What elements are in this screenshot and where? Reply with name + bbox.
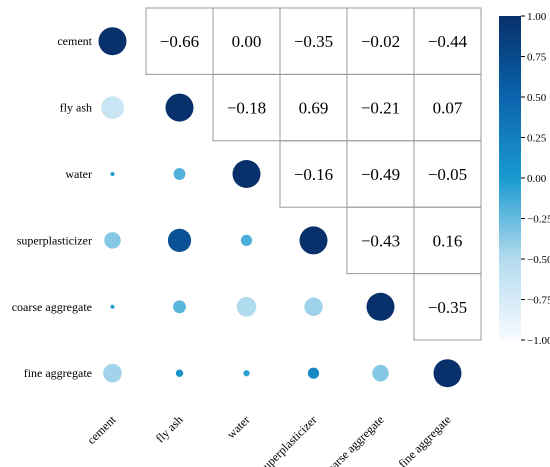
- correlation-circle: [175, 369, 184, 377]
- col-label-fly-ash: fly ash: [153, 413, 186, 446]
- col-label-fine-aggregate: fine aggregate: [395, 413, 453, 467]
- correlation-circle: [110, 172, 115, 176]
- correlation-circle: [101, 96, 124, 119]
- colorbar-tick-label: −0.25: [527, 214, 550, 226]
- grid-lines: [145, 7, 482, 341]
- correlation-circle: [167, 228, 192, 253]
- correlation-label: −0.16: [294, 165, 333, 184]
- colorbar-gradient: [499, 16, 521, 340]
- correlation-label: −0.44: [428, 32, 468, 51]
- correlation-circle: [240, 234, 253, 246]
- correlation-label: 0.00: [232, 32, 262, 51]
- colorbar-tick-label: 0.25: [527, 133, 547, 145]
- correlation-label: −0.49: [361, 165, 400, 184]
- correlation-label: −0.35: [294, 32, 333, 51]
- colorbar-tick-label: 1.00: [527, 11, 547, 23]
- row-label-fly-ash: fly ash: [60, 101, 92, 115]
- row-label-coarse-aggregate: coarse aggregate: [12, 300, 92, 314]
- correlation-circle: [165, 93, 194, 122]
- grid-cell: [413, 273, 482, 341]
- correlation-circle: [110, 304, 115, 309]
- correlation-circle: [98, 27, 127, 56]
- correlation-label: 0.07: [433, 99, 463, 118]
- correlation-label: −0.35: [428, 298, 467, 317]
- correlation-label: −0.05: [428, 165, 467, 184]
- correlation-circle: [366, 292, 395, 321]
- correlation-label: −0.66: [160, 32, 199, 51]
- correlation-circle: [232, 160, 261, 188]
- col-label-cement: cement: [84, 412, 119, 447]
- correlation-circle: [236, 297, 257, 317]
- matrix-cells: −0.66 0.00 −0.35 −0.02 −0.44 −0.18 0.69 −0.21 0.…: [98, 27, 468, 388]
- colorbar-tick-label: −0.50: [527, 254, 550, 266]
- correlation-circle: [173, 300, 186, 314]
- correlation-label: 0.16: [433, 231, 463, 250]
- colorbar-tick-label: −0.75: [527, 295, 550, 307]
- colorbar: 1.00 0.75 0.50 0.25 0.00 −0.25 −0.50 −0.75 −1.00: [499, 11, 550, 347]
- col-label-superplasticizer: superplasticizer: [256, 413, 319, 467]
- correlation-circle: [243, 370, 250, 377]
- correlation-label: 0.69: [299, 99, 329, 118]
- correlation-label: −0.02: [361, 32, 400, 51]
- correlation-label: −0.43: [361, 231, 400, 250]
- correlation-circle: [173, 168, 186, 180]
- correlation-circle: [299, 226, 328, 255]
- row-label-water: water: [65, 167, 92, 181]
- correlation-label: −0.21: [361, 99, 400, 118]
- colorbar-tick-label: −1.00: [527, 335, 550, 347]
- correlation-circle: [103, 363, 122, 383]
- row-label-fine-aggregate: fine aggregate: [24, 366, 92, 380]
- colorbar-tick-label: 0.50: [527, 92, 547, 104]
- col-label-coarse-aggregate: coarse aggregate: [320, 413, 387, 467]
- row-label-superplasticizer: superplasticizer: [17, 233, 92, 247]
- correlation-circle: [433, 359, 462, 388]
- col-label-water: water: [224, 413, 253, 442]
- colorbar-tick-label: 0.00: [527, 173, 547, 185]
- row-label-cement: cement: [57, 34, 92, 48]
- correlation-label: −0.18: [227, 99, 266, 118]
- colorbar-tick-label: 0.75: [527, 52, 547, 64]
- correlation-circle: [104, 232, 121, 249]
- correlation-circle: [372, 364, 389, 382]
- correlation-circle: [304, 297, 323, 316]
- correlation-circle: [307, 367, 320, 379]
